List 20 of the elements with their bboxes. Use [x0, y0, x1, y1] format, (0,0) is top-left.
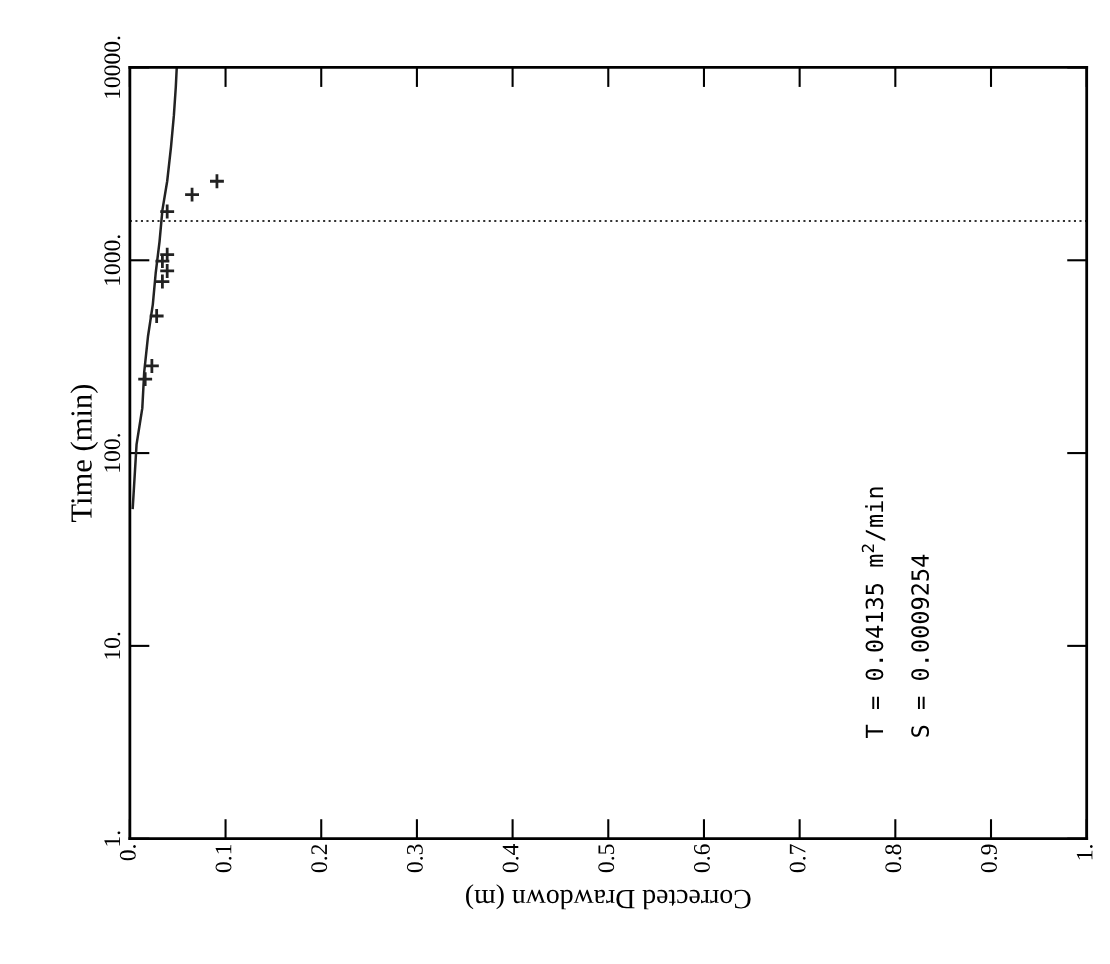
x-tick-label: 0.3 [406, 844, 423, 873]
x-tick-label: 1. [1076, 845, 1093, 860]
x-tick-label: 0.6 [693, 844, 710, 873]
x-tick-label: 0.8 [885, 844, 902, 873]
x-tick-label: 0.2 [311, 844, 328, 873]
y-axis-title: Time (min) [70, 384, 99, 522]
y-tick-label: 100. [104, 433, 121, 472]
y-tick-label: 1000. [104, 235, 121, 285]
x-axis-title: Corrected Drawdown (m) [466, 884, 751, 910]
x-tick-label: 0.1 [215, 844, 232, 873]
x-tick-label: 0.5 [598, 844, 615, 873]
x-tick-label: 0. [119, 845, 136, 861]
y-tick-label: 1. [104, 831, 121, 846]
x-tick-label: 0.4 [502, 843, 519, 873]
x-tick-label: 0.7 [789, 844, 806, 873]
y-tick-label: 10000. [104, 36, 121, 98]
annotation: S = 0.0009254 [911, 554, 930, 737]
x-tick-label: 0.9 [980, 844, 998, 873]
y-tick-label: 10. [104, 632, 121, 659]
annotation: T = 0.04135 m$^{2}$/min [861, 487, 886, 738]
